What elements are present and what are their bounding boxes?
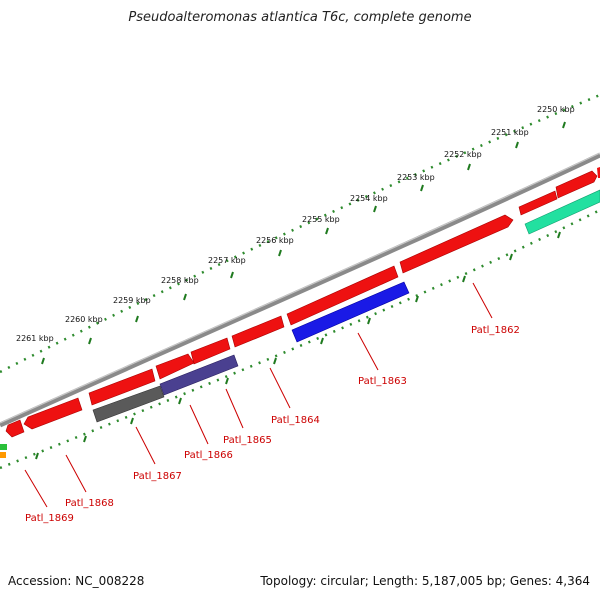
tick xyxy=(415,295,419,303)
tick xyxy=(178,397,182,405)
scale-label: 2260 kbp xyxy=(65,315,103,324)
gene-label[interactable]: Patl_1866 xyxy=(184,450,233,461)
tick xyxy=(35,452,39,460)
gene-cds-reverse[interactable] xyxy=(291,281,410,343)
gene-cds-forward[interactable] xyxy=(231,315,285,348)
accession-text: Accession: NC_008228 xyxy=(8,574,145,588)
tick xyxy=(462,275,466,283)
gene-cds-forward[interactable] xyxy=(555,170,598,199)
tick xyxy=(130,417,134,425)
tick xyxy=(135,315,139,323)
label-leader xyxy=(269,367,291,409)
gene-label[interactable]: Patl_1865 xyxy=(223,435,272,446)
genome-summary-text: Topology: circular; Length: 5,187,005 bp… xyxy=(260,574,590,588)
gene-cds-reverse[interactable] xyxy=(92,385,165,423)
label-leader xyxy=(65,454,87,493)
scale-label: 2255 kbp xyxy=(302,215,340,224)
gene-cds-reverse[interactable] xyxy=(524,189,600,235)
gene-label[interactable]: Patl_1864 xyxy=(271,415,320,426)
scale-label: 2251 kbp xyxy=(491,128,529,137)
gene-label[interactable]: Patl_1868 xyxy=(65,498,114,509)
gene-cds-forward[interactable] xyxy=(518,190,558,216)
tick xyxy=(230,271,234,279)
tick xyxy=(278,249,282,257)
label-leader xyxy=(189,404,209,445)
tick xyxy=(373,205,377,213)
scale-label: 2254 kbp xyxy=(350,194,388,203)
genome-backbone xyxy=(0,152,600,428)
label-leader xyxy=(472,282,493,319)
scale-label: 2253 kbp xyxy=(397,173,435,182)
gene-cds-forward[interactable] xyxy=(190,337,231,365)
gene-cds-forward[interactable] xyxy=(286,265,399,326)
tick xyxy=(467,163,471,171)
tick xyxy=(88,337,92,345)
scale-label: 2259 kbp xyxy=(113,296,151,305)
gene-label[interactable]: Patl_1869 xyxy=(25,513,74,524)
gene-cds-forward[interactable] xyxy=(597,167,600,178)
tick xyxy=(367,317,371,325)
scale-label: 2258 kbp xyxy=(161,276,199,285)
scale-label: 2261 kbp xyxy=(16,334,54,343)
edge-gene-orange xyxy=(0,452,6,458)
scale-label: 2252 kbp xyxy=(444,150,482,159)
tick xyxy=(325,227,329,235)
tick xyxy=(225,377,229,385)
tick xyxy=(557,231,561,239)
edge-gene-green xyxy=(0,444,7,450)
tick xyxy=(562,121,566,129)
genome-backbone-highlight xyxy=(0,152,600,424)
forward-genes xyxy=(5,167,600,438)
map-title: Pseudoalteromonas atlantica T6c, complet… xyxy=(128,10,472,25)
gene-cds-reverse[interactable] xyxy=(159,354,239,396)
scale-label: 2250 kbp xyxy=(537,105,575,114)
gene-cds-forward[interactable] xyxy=(88,368,156,406)
scale-label: 2257 kbp xyxy=(208,256,246,265)
inner-major-ticks xyxy=(35,231,561,460)
gene-label[interactable]: Patl_1867 xyxy=(133,471,182,482)
tick xyxy=(83,435,87,443)
label-leader xyxy=(357,332,379,371)
reverse-genes xyxy=(92,189,600,423)
tick xyxy=(420,184,424,192)
gene-cds-forward[interactable] xyxy=(155,353,195,380)
tick xyxy=(41,357,45,365)
gene-cds-forward[interactable] xyxy=(5,419,25,438)
tick xyxy=(183,293,187,301)
tick xyxy=(515,141,519,149)
tick xyxy=(320,337,324,345)
label-leader xyxy=(225,388,244,429)
outer-major-ticks xyxy=(41,121,566,365)
tick xyxy=(509,253,513,261)
gene-label[interactable]: Patl_1863 xyxy=(358,376,407,387)
tick xyxy=(273,357,277,365)
gene-cds-forward[interactable] xyxy=(399,214,514,274)
gene-label[interactable]: Patl_1862 xyxy=(471,325,520,336)
label-leader xyxy=(135,426,156,465)
scale-label: 2256 kbp xyxy=(256,236,294,245)
gene-cds-forward[interactable] xyxy=(23,397,83,430)
label-leader xyxy=(24,469,48,508)
